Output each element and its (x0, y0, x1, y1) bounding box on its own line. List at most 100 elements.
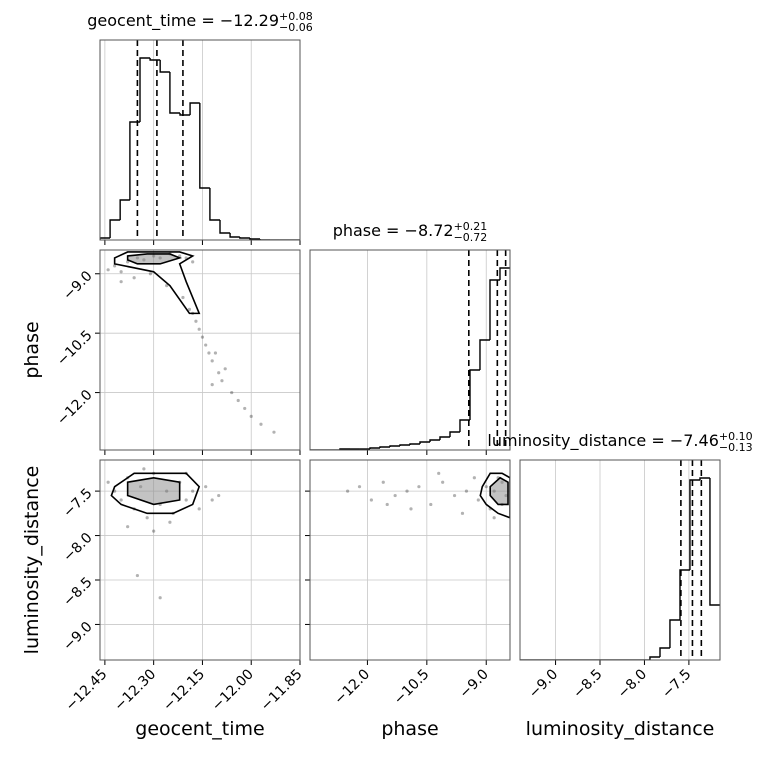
sample-point (142, 467, 146, 471)
y-tick-label: −10.5 (54, 328, 96, 370)
sample-point (492, 516, 496, 520)
hist-step (189, 102, 200, 115)
y-tick-label: −9.0 (60, 619, 95, 654)
panel-title: luminosity_distance = −7.46+0.10 −0.13 (487, 430, 752, 454)
title-main: phase = −8.72 (333, 221, 454, 240)
sample-point (213, 351, 218, 355)
hist-step (709, 478, 720, 606)
sample-point (158, 596, 162, 600)
x-axis-label: luminosity_distance (526, 718, 715, 740)
y-tick-label: −7.5 (60, 485, 95, 520)
hist-step (469, 369, 480, 420)
x-tick-label: −9.0 (526, 666, 561, 701)
hist-step (149, 58, 161, 61)
x-axis-label: phase (381, 718, 438, 740)
y-tick-label: −8.0 (60, 530, 95, 565)
hist-step (219, 220, 231, 234)
hist-step (379, 446, 390, 448)
hist-step (489, 279, 500, 340)
sample-point (181, 295, 185, 300)
x-tick-label: −10.5 (391, 666, 433, 708)
y-tick-label: −12.0 (54, 387, 96, 429)
title-minus: −0.13 (719, 441, 753, 454)
hist-step (179, 113, 191, 116)
sample-point (210, 383, 214, 387)
hist-step (259, 239, 271, 240)
sample-point (197, 507, 201, 511)
panel-title: phase = −8.72+0.21 −0.72 (333, 220, 488, 244)
hist-step (199, 103, 210, 189)
title-minus: −0.72 (454, 231, 488, 244)
sample-point (207, 351, 211, 355)
panel-frame (519, 459, 721, 661)
x-tick-label: −12.45 (63, 666, 111, 714)
y-tick-label: −8.5 (60, 574, 95, 609)
panel-frame (99, 459, 301, 661)
x-tick-label: −9.0 (457, 666, 492, 701)
sample-point (200, 335, 205, 339)
panel-frame (99, 249, 301, 451)
sample-point (119, 270, 123, 274)
x-tick-label: −8.5 (570, 666, 605, 701)
sample-point (259, 422, 263, 426)
y-axis-label: luminosity_distance (21, 466, 43, 655)
panel-frame (309, 249, 511, 451)
sample-point (197, 327, 201, 331)
sample-point (346, 489, 350, 493)
sample-point (409, 507, 413, 511)
sample-point (210, 359, 214, 363)
sample-point (249, 414, 253, 418)
y-axis-label: phase (21, 321, 43, 378)
contour (126, 253, 183, 265)
hist-step (499, 267, 510, 280)
pair-panel (106, 251, 276, 434)
hist-step (679, 569, 690, 620)
x-tick-label: −7.5 (659, 666, 694, 701)
hist-step (229, 233, 240, 238)
sample-point (405, 489, 409, 493)
title-main: luminosity_distance = −7.46 (487, 431, 718, 451)
hist-step (159, 60, 170, 73)
hist-step (449, 431, 460, 437)
sample-point (145, 516, 149, 520)
panel-frame (309, 459, 511, 661)
contour (110, 472, 201, 515)
title-plus: +0.10 (719, 430, 753, 443)
sample-point (437, 471, 441, 475)
title-main: geocent_time = −12.29 (87, 11, 279, 31)
sample-point (168, 520, 172, 524)
sample-point (126, 525, 130, 529)
sample-point (152, 529, 156, 533)
sample-point (217, 493, 221, 498)
sample-point (381, 480, 385, 484)
pair-panel (346, 471, 510, 520)
sample-point (119, 280, 123, 284)
title-plus: +0.21 (454, 220, 488, 233)
x-tick-label: −12.15 (160, 666, 208, 714)
sample-point (165, 284, 169, 288)
sample-point (204, 343, 208, 347)
sample-point (236, 398, 240, 403)
sample-point (106, 268, 110, 272)
hist-step (689, 479, 700, 570)
sample-point (135, 573, 139, 578)
sample-point (223, 367, 227, 371)
sample-point (385, 502, 389, 507)
hist-step (659, 647, 670, 657)
sample-point (476, 498, 480, 502)
sample-point (460, 511, 465, 515)
sample-point (191, 489, 195, 493)
sample-point (132, 276, 136, 280)
x-tick-label: −12.0 (331, 666, 373, 708)
panel-frame (99, 39, 301, 241)
panel-title: geocent_time = −12.29+0.08 −0.06 (87, 10, 313, 34)
sample-point (417, 485, 421, 489)
hist-step (699, 477, 710, 480)
hist-step (389, 445, 400, 447)
hist-step (429, 439, 440, 442)
sample-point (119, 498, 123, 502)
hist-step (100, 237, 111, 240)
hist-step (209, 188, 220, 221)
hist-step (439, 436, 450, 440)
